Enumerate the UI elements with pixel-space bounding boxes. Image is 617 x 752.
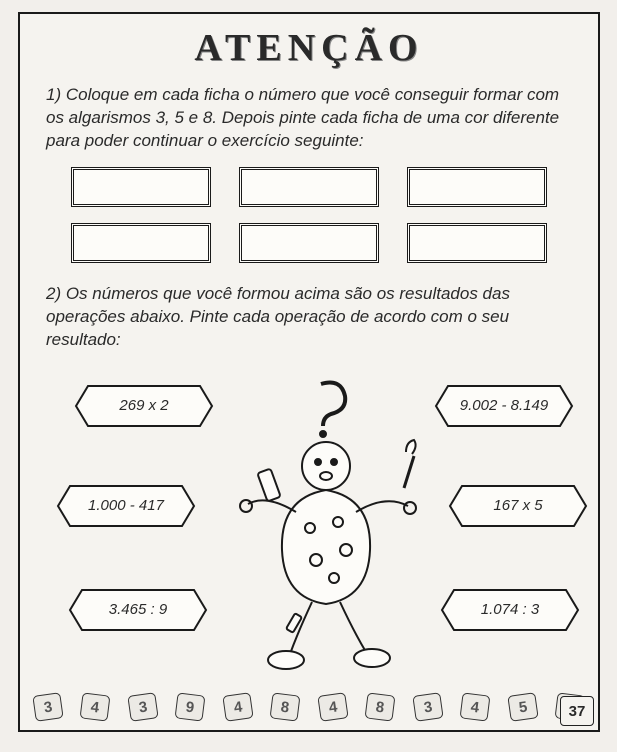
footer-tile: 9 [175,692,206,721]
ficha-box[interactable] [71,167,211,207]
operation-hex[interactable]: 3.465 : 9 [68,588,208,632]
footer-tile: 4 [80,692,111,721]
instruction-1: 1) Coloque em cada ficha o número que vo… [46,84,572,153]
footer-tile: 4 [222,692,253,722]
footer-tile: 4 [460,692,491,721]
footer-tile: 3 [32,692,63,722]
footer-number-tiles: 3 4 3 9 4 8 4 8 3 4 5 9 [20,690,598,724]
cartoon-character [226,378,426,688]
instruction-2: 2) Os números que você formou acima são … [46,283,572,352]
ficha-box[interactable] [407,167,547,207]
operation-label: 269 x 2 [119,397,168,414]
footer-tile: 4 [317,692,348,722]
ficha-box[interactable] [239,223,379,263]
ficha-box[interactable] [71,223,211,263]
operation-hex[interactable]: 167 x 5 [448,484,588,528]
footer-tile: 3 [127,692,158,722]
operation-label: 1.074 : 3 [481,601,539,618]
operations-area: 269 x 2 9.002 - 8.149 1.000 - 417 167 x … [46,366,572,706]
operation-label: 9.002 - 8.149 [460,397,548,414]
ficha-box[interactable] [239,167,379,207]
operation-hex[interactable]: 1.000 - 417 [56,484,196,528]
fichas-grid [46,167,572,263]
operation-label: 3.465 : 9 [109,601,167,618]
footer-tile: 8 [270,692,301,721]
footer-tile: 3 [412,692,443,722]
operation-hex[interactable]: 9.002 - 8.149 [434,384,574,428]
page-title: ATENÇÃO [46,26,572,70]
operation-hex[interactable]: 1.074 : 3 [440,588,580,632]
operation-hex[interactable]: 269 x 2 [74,384,214,428]
operation-label: 167 x 5 [493,497,542,514]
footer-tile: 5 [507,692,538,722]
page-number: 37 [560,696,594,726]
worksheet-frame: ATENÇÃO 1) Coloque em cada ficha o númer… [18,12,600,732]
footer-tile: 8 [365,692,396,721]
ficha-box[interactable] [407,223,547,263]
operation-label: 1.000 - 417 [88,497,164,514]
